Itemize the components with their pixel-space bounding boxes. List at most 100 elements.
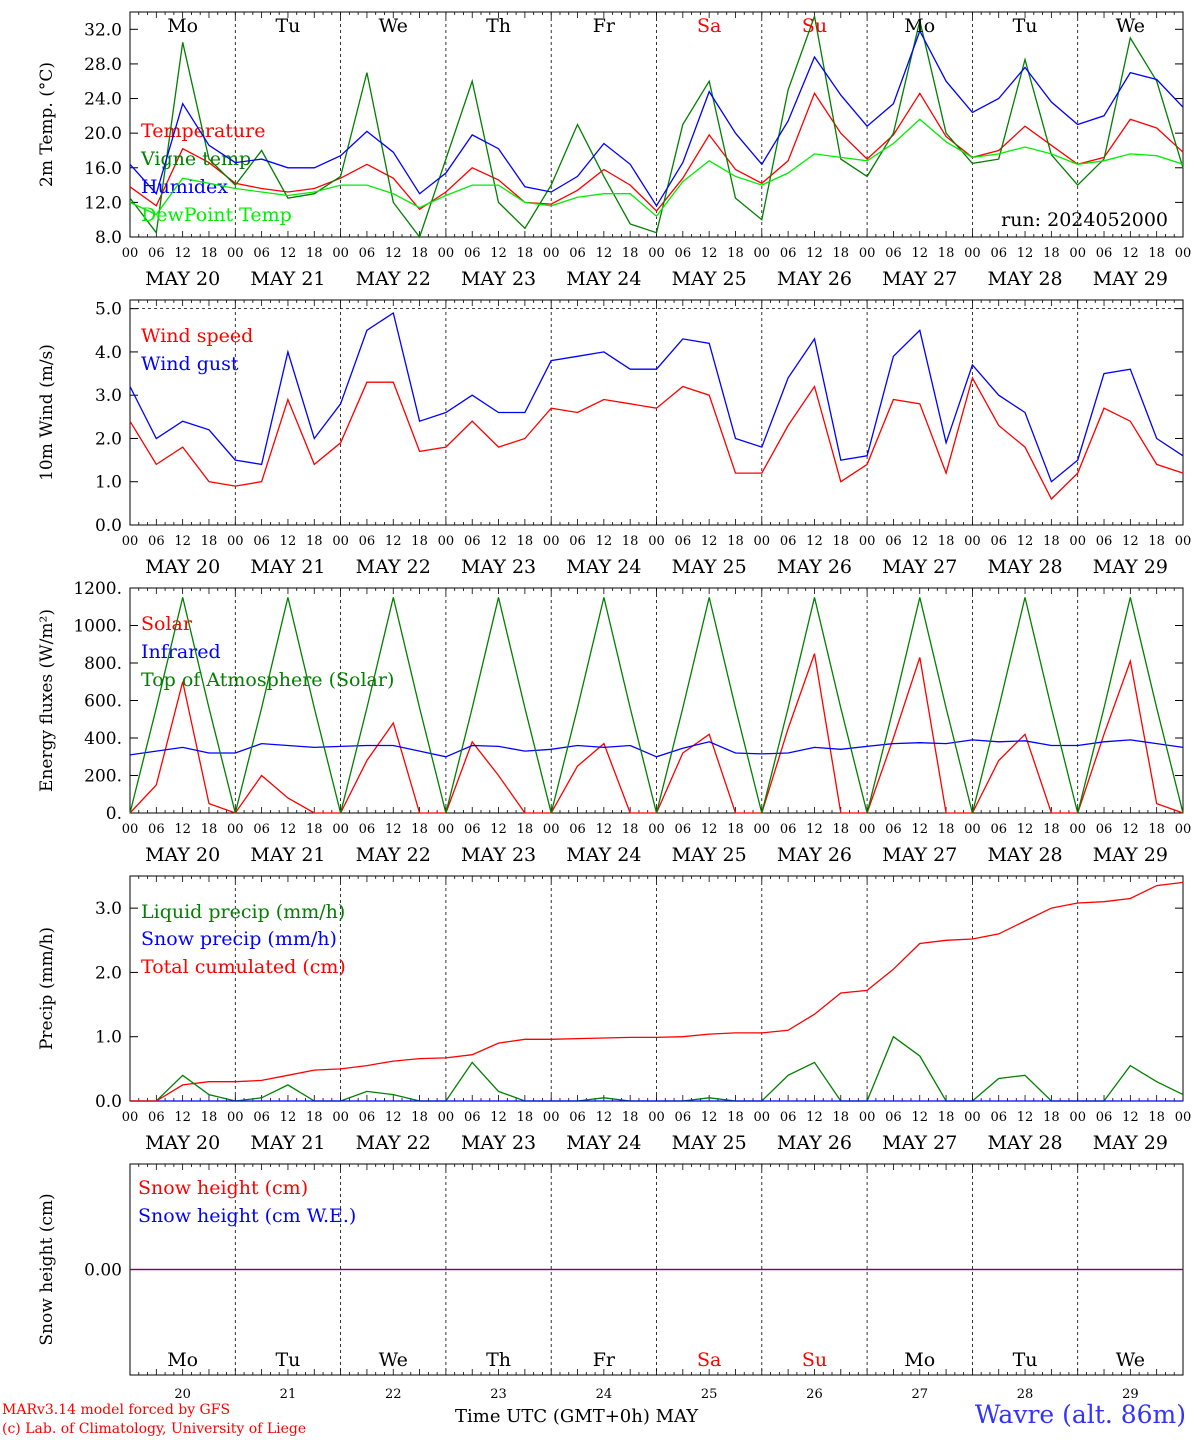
date-label: MAY 20 xyxy=(145,556,220,578)
hour-label: 18 xyxy=(622,534,639,549)
hour-label: 12 xyxy=(701,534,718,549)
legend-entry: Snow height (cm) xyxy=(138,1177,308,1199)
hour-label: 18 xyxy=(306,246,323,261)
hour-label: 00 xyxy=(122,822,139,837)
y-tick-label: 1.0 xyxy=(95,473,122,493)
hour-label: 18 xyxy=(201,534,218,549)
date-label: MAY 25 xyxy=(672,844,747,866)
series-line xyxy=(129,311,1184,483)
hour-label: 00 xyxy=(754,1110,771,1125)
hour-label: 06 xyxy=(253,534,270,549)
weekday-label: Tu xyxy=(275,15,300,37)
hour-label: 12 xyxy=(1017,822,1034,837)
date-label: MAY 25 xyxy=(672,1132,747,1154)
y-tick-label: 2.0 xyxy=(95,429,122,449)
hour-label: 18 xyxy=(1148,534,1165,549)
date-label: MAY 21 xyxy=(250,556,325,578)
weekday-label: Sa xyxy=(697,1349,721,1371)
day-number: 20 xyxy=(174,1387,191,1400)
date-label: MAY 28 xyxy=(987,268,1062,290)
y-tick-label: 32.0 xyxy=(84,20,122,40)
hour-label: 12 xyxy=(701,822,718,837)
hour-label: 12 xyxy=(385,1110,402,1125)
hour-label: 18 xyxy=(727,246,744,261)
y-axis-label: Precip (mm/h) xyxy=(37,927,57,1050)
y-tick-label: 20.0 xyxy=(84,124,122,144)
date-label: MAY 22 xyxy=(356,1132,431,1154)
hour-label: 12 xyxy=(490,1110,507,1125)
day-number: 23 xyxy=(490,1387,507,1400)
hour-label: 06 xyxy=(148,822,165,837)
day-number: 22 xyxy=(385,1387,402,1400)
hour-label: 06 xyxy=(148,1110,165,1125)
series-line xyxy=(129,13,1184,239)
legend-entry: Infrared xyxy=(141,641,221,663)
hour-label: 00 xyxy=(543,246,560,261)
series-line xyxy=(129,91,1184,212)
date-label: MAY 27 xyxy=(882,556,957,578)
hour-label: 18 xyxy=(517,246,534,261)
series-line xyxy=(129,739,1184,758)
hour-label: 18 xyxy=(622,246,639,261)
y-tick-label: 3.0 xyxy=(95,899,122,919)
day-number: 27 xyxy=(911,1387,928,1400)
date-label: MAY 20 xyxy=(145,844,220,866)
hour-label: 18 xyxy=(411,1110,428,1125)
hour-label: 18 xyxy=(517,822,534,837)
hour-label: 12 xyxy=(596,534,613,549)
day-number: 25 xyxy=(701,1387,718,1400)
hour-label: 06 xyxy=(675,822,692,837)
hour-label: 00 xyxy=(1069,822,1086,837)
hour-label: 00 xyxy=(543,822,560,837)
hour-label: 00 xyxy=(438,534,455,549)
hour-label: 12 xyxy=(280,822,297,837)
hour-label: 00 xyxy=(332,822,349,837)
hour-label: 00 xyxy=(964,822,981,837)
hour-label: 12 xyxy=(174,822,191,837)
month-label: MAY xyxy=(655,1406,699,1427)
date-label: MAY 27 xyxy=(882,268,957,290)
hour-label: 18 xyxy=(727,1110,744,1125)
hour-label: 18 xyxy=(622,822,639,837)
hour-label: 18 xyxy=(517,1110,534,1125)
legend-entry: Wind gust xyxy=(141,353,239,375)
hour-label: 18 xyxy=(201,246,218,261)
hour-label: 00 xyxy=(964,534,981,549)
hour-label: 18 xyxy=(833,1110,850,1125)
day-number: 28 xyxy=(1017,1387,1034,1400)
hour-label: 12 xyxy=(596,1110,613,1125)
hour-label: 00 xyxy=(1175,534,1192,549)
hour-label: 12 xyxy=(280,246,297,261)
series-line xyxy=(129,376,1184,501)
hour-label: 00 xyxy=(438,822,455,837)
hour-label: 00 xyxy=(754,246,771,261)
hour-label: 18 xyxy=(938,1110,955,1125)
weekday-label: Mo xyxy=(167,15,198,37)
hour-label: 18 xyxy=(727,822,744,837)
hour-label: 00 xyxy=(227,822,244,837)
y-tick-label: 5.0 xyxy=(95,300,122,320)
y-tick-label: 400. xyxy=(84,729,122,749)
hour-label: 06 xyxy=(148,246,165,261)
hour-label: 18 xyxy=(201,1110,218,1125)
y-tick-label: 12.0 xyxy=(84,193,122,213)
hour-label: 06 xyxy=(990,822,1007,837)
weekday-label: Fr xyxy=(593,15,616,37)
hour-label: 06 xyxy=(253,246,270,261)
y-tick-label: 16.0 xyxy=(84,159,122,179)
date-label: MAY 27 xyxy=(882,844,957,866)
date-label: MAY 21 xyxy=(250,844,325,866)
legend-entry: DewPoint Temp xyxy=(141,204,292,226)
date-label: MAY 23 xyxy=(461,556,536,578)
date-label: MAY 25 xyxy=(672,556,747,578)
hour-label: 12 xyxy=(385,822,402,837)
hour-label: 12 xyxy=(911,1110,928,1125)
date-label: MAY 26 xyxy=(777,844,852,866)
hour-label: 18 xyxy=(938,822,955,837)
hour-label: 00 xyxy=(648,246,665,261)
legend-entry: Total cumulated (cm) xyxy=(141,956,346,978)
hour-label: 12 xyxy=(1017,1110,1034,1125)
y-tick-label: 200. xyxy=(84,767,122,787)
hour-label: 12 xyxy=(911,822,928,837)
legend-entry: Solar xyxy=(141,613,193,635)
